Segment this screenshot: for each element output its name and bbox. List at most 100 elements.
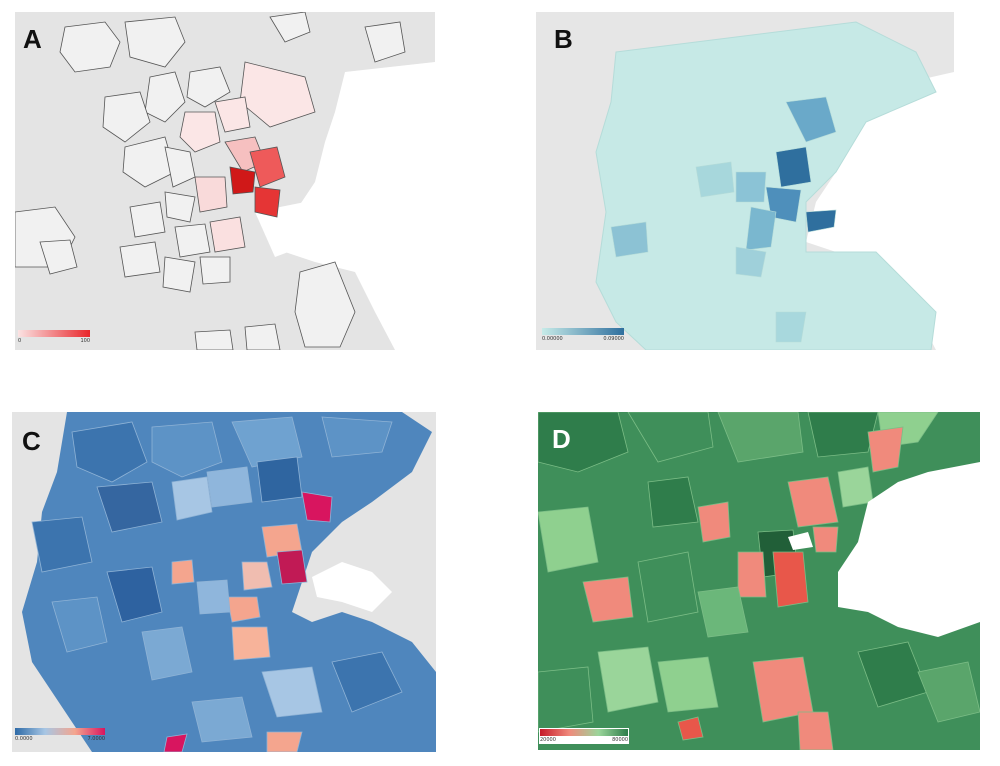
- region: [162, 256, 196, 293]
- map-b-legend: 0.00000 0.09000: [542, 328, 624, 342]
- region: [256, 456, 303, 503]
- map-c-canvas: [12, 412, 436, 752]
- map-c-ocean: [312, 562, 392, 612]
- map-d-ocean: [838, 462, 980, 637]
- region: [735, 246, 767, 278]
- map-panel-b: B 0.00000 0.09000: [536, 12, 954, 350]
- region: [174, 223, 211, 258]
- map-b-ocean: [806, 72, 954, 350]
- map-b-regions: [610, 96, 837, 343]
- region: [735, 171, 767, 203]
- map-panel-d: D 20000 80000: [538, 412, 980, 750]
- region: [191, 696, 253, 743]
- map-c-regions: [31, 416, 403, 752]
- region: [171, 476, 213, 521]
- region: [194, 329, 234, 350]
- region: [695, 161, 735, 198]
- region: [231, 626, 271, 661]
- map-c-legend: 0.0000 7.0000: [15, 728, 105, 742]
- region: [171, 559, 195, 585]
- region: [294, 261, 356, 348]
- region: [226, 596, 261, 623]
- region: [647, 476, 699, 528]
- region: [785, 96, 837, 143]
- region: [797, 711, 834, 750]
- region: [102, 91, 151, 143]
- panel-letter: C: [22, 426, 41, 456]
- region: [677, 716, 704, 741]
- region: [737, 551, 767, 598]
- region: [59, 21, 121, 73]
- legend-gradient: [15, 728, 105, 735]
- map-d-legend: 20000 80000: [539, 728, 629, 744]
- region: [657, 656, 719, 713]
- region: [597, 646, 659, 713]
- region: [538, 506, 599, 573]
- region: [231, 416, 303, 468]
- region: [119, 241, 161, 278]
- region: [772, 551, 809, 608]
- region: [697, 501, 731, 543]
- map-panel-a: A 0 100: [15, 12, 435, 350]
- region: [209, 216, 246, 253]
- region: [331, 651, 403, 713]
- panel-letter: D: [552, 424, 571, 454]
- region: [244, 323, 281, 350]
- legend-min: 0: [18, 338, 22, 344]
- legend-gradient: [18, 330, 90, 337]
- legend-min: 0.00000: [542, 336, 563, 342]
- region: [239, 61, 316, 128]
- region: [129, 201, 166, 238]
- region: [364, 21, 406, 63]
- legend-min: 0.0000: [15, 736, 33, 742]
- legend-max: 100: [80, 338, 90, 344]
- region: [627, 412, 714, 463]
- map-b-canvas: [536, 12, 954, 350]
- panel-letter: B: [554, 24, 573, 54]
- legend-min: 20000: [540, 737, 556, 743]
- panel-letter: A: [23, 24, 42, 54]
- map-a-legend: 0 100: [18, 330, 90, 344]
- region: [917, 661, 980, 723]
- map-a-canvas: [15, 12, 435, 350]
- map-a-regions: [15, 12, 406, 350]
- region: [141, 626, 193, 681]
- region: [51, 596, 108, 653]
- region: [301, 491, 333, 523]
- region: [269, 12, 311, 43]
- map-a-ocean: [285, 62, 435, 350]
- legend-max: 7.0000: [87, 736, 106, 742]
- region: [276, 549, 308, 585]
- region: [122, 136, 176, 188]
- region: [124, 16, 186, 68]
- legend-max: 80000: [612, 737, 628, 743]
- region: [745, 206, 777, 251]
- region: [538, 666, 594, 733]
- region: [812, 526, 839, 553]
- region: [31, 516, 93, 573]
- region: [697, 586, 749, 638]
- region: [144, 71, 186, 123]
- region: [164, 191, 196, 223]
- region: [229, 166, 256, 195]
- region: [787, 476, 839, 528]
- region: [151, 421, 223, 478]
- map-d-regions: [538, 412, 980, 750]
- region: [106, 566, 163, 623]
- region: [199, 256, 231, 285]
- region: [266, 731, 303, 752]
- region: [194, 176, 228, 213]
- region: [775, 311, 807, 343]
- region: [71, 421, 148, 483]
- region: [96, 481, 163, 533]
- region: [249, 146, 286, 188]
- region: [241, 561, 273, 591]
- map-d-canvas: [538, 412, 980, 750]
- region: [538, 412, 629, 473]
- region: [261, 666, 323, 718]
- legend-max: 0.09000: [603, 336, 624, 342]
- region: [39, 239, 78, 275]
- region: [214, 96, 251, 133]
- region: [717, 412, 804, 463]
- legend-gradient: [542, 328, 624, 335]
